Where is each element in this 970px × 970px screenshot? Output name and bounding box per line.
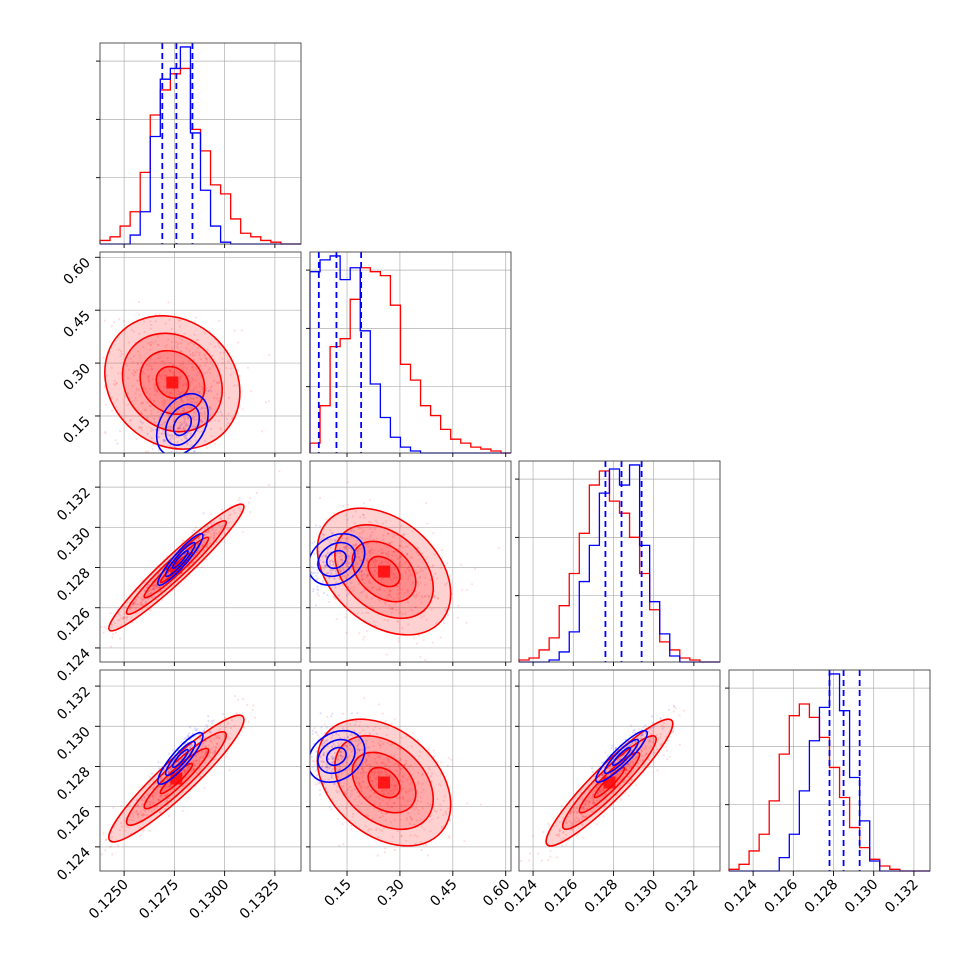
ytick-label-3-2: 0.128 <box>54 764 94 804</box>
contour-red-5-peak <box>603 776 616 789</box>
scatter-panel-2-1 <box>310 480 501 662</box>
xtick-label-3-4: 0.132 <box>882 877 922 917</box>
ytick-label-2-3: 0.130 <box>54 525 94 565</box>
histogram-red-0 <box>99 67 301 245</box>
xtick-label-0-0: 0.1250 <box>86 877 132 923</box>
ytick-label-2-2: 0.128 <box>54 565 94 605</box>
ytick-label-3-3: 0.130 <box>54 724 94 764</box>
contour-blue-3-2 <box>157 731 204 785</box>
ytick-label-1-1: 0.30 <box>60 361 93 394</box>
density-contours <box>104 315 674 847</box>
axes-frame-2-1 <box>309 460 512 663</box>
contour-red-0-peak <box>166 376 179 389</box>
contour-blue-1-0 <box>171 549 189 570</box>
ytick-label-2-4: 0.132 <box>54 485 94 525</box>
contour-blue-4-2 <box>310 729 366 783</box>
contour-blue-1-2 <box>157 532 204 587</box>
contour-blue-2-0 <box>325 549 347 570</box>
contour-red-3-peak <box>170 772 183 785</box>
histogram-blue-2 <box>519 464 720 663</box>
ytick-label-2-1: 0.126 <box>54 605 94 645</box>
contour-blue-4-1 <box>317 738 356 775</box>
xtick-label-1-2: 0.45 <box>427 877 460 910</box>
contour-blue-0-2 <box>155 392 209 453</box>
axes-frame-1-0 <box>99 251 302 454</box>
ytick-label-1-0: 0.15 <box>60 413 93 446</box>
contour-blue-5-2 <box>594 729 649 783</box>
xtick-label-2-2: 0.128 <box>582 877 622 917</box>
contour-panel-3-0 <box>108 714 245 843</box>
axes-frame-3-3 <box>728 669 931 872</box>
ytick-label-3-0: 0.124 <box>54 844 94 884</box>
contour-panel-3-2 <box>545 718 674 847</box>
axes-frame-3-0 <box>99 669 302 872</box>
xtick-label-2-1: 0.126 <box>541 876 581 916</box>
histogram-red-2 <box>518 470 720 663</box>
contour-blue-3-1 <box>164 740 196 777</box>
xtick-label-3-0: 0.124 <box>721 876 761 916</box>
axes-frame-2-2 <box>518 460 721 663</box>
contour-blue-1-1 <box>164 541 196 578</box>
xtick-label-3-1: 0.126 <box>761 876 801 916</box>
axes-frame-3-1 <box>309 669 512 872</box>
xtick-label-0-3: 0.1325 <box>237 877 283 923</box>
contour-panel-2-1 <box>310 507 452 636</box>
ytick-label-1-3: 0.60 <box>60 255 93 288</box>
contour-blue-5-1 <box>603 738 640 775</box>
xtick-label-0-1: 0.1275 <box>136 877 182 923</box>
grid-lines <box>100 43 930 871</box>
xtick-label-1-1: 0.30 <box>374 877 407 910</box>
contour-blue-4-0 <box>325 746 347 767</box>
axes-frame-2-0 <box>99 460 302 663</box>
xtick-label-1-0: 0.15 <box>321 877 354 910</box>
contour-panel-1-0 <box>104 315 241 453</box>
histogram-red-1 <box>309 267 511 454</box>
contour-blue-0-0 <box>172 413 193 437</box>
contour-blue-2-2 <box>310 532 366 587</box>
contour-blue-0-1 <box>164 403 201 446</box>
xtick-label-0-2: 0.1300 <box>186 877 232 923</box>
contour-blue-2-1 <box>317 541 356 578</box>
ytick-label-3-1: 0.126 <box>54 804 94 844</box>
axes-frame-3-2 <box>518 669 721 872</box>
axes-frame-0-0 <box>99 42 302 245</box>
xtick-label-2-4: 0.132 <box>662 877 702 917</box>
histograms <box>99 43 930 872</box>
contour-red-2-peak <box>378 565 391 578</box>
contour-panel-2-0 <box>108 503 245 632</box>
xtick-label-3-3: 0.130 <box>842 877 882 917</box>
ytick-label-3-4: 0.132 <box>54 684 94 724</box>
ytick-label-2-0: 0.124 <box>54 645 94 685</box>
histogram-blue-1 <box>309 255 511 454</box>
contour-panel-3-1 <box>310 718 452 847</box>
contour-red-4-peak <box>378 776 391 789</box>
contour-blue-5-0 <box>611 746 632 767</box>
axes-frame-1-1 <box>309 251 512 454</box>
contour-blue-3-0 <box>171 748 189 769</box>
axes-frames <box>99 42 931 872</box>
xtick-label-2-3: 0.130 <box>622 877 662 917</box>
xtick-label-3-2: 0.128 <box>802 877 842 917</box>
ytick-label-1-2: 0.45 <box>60 308 93 341</box>
